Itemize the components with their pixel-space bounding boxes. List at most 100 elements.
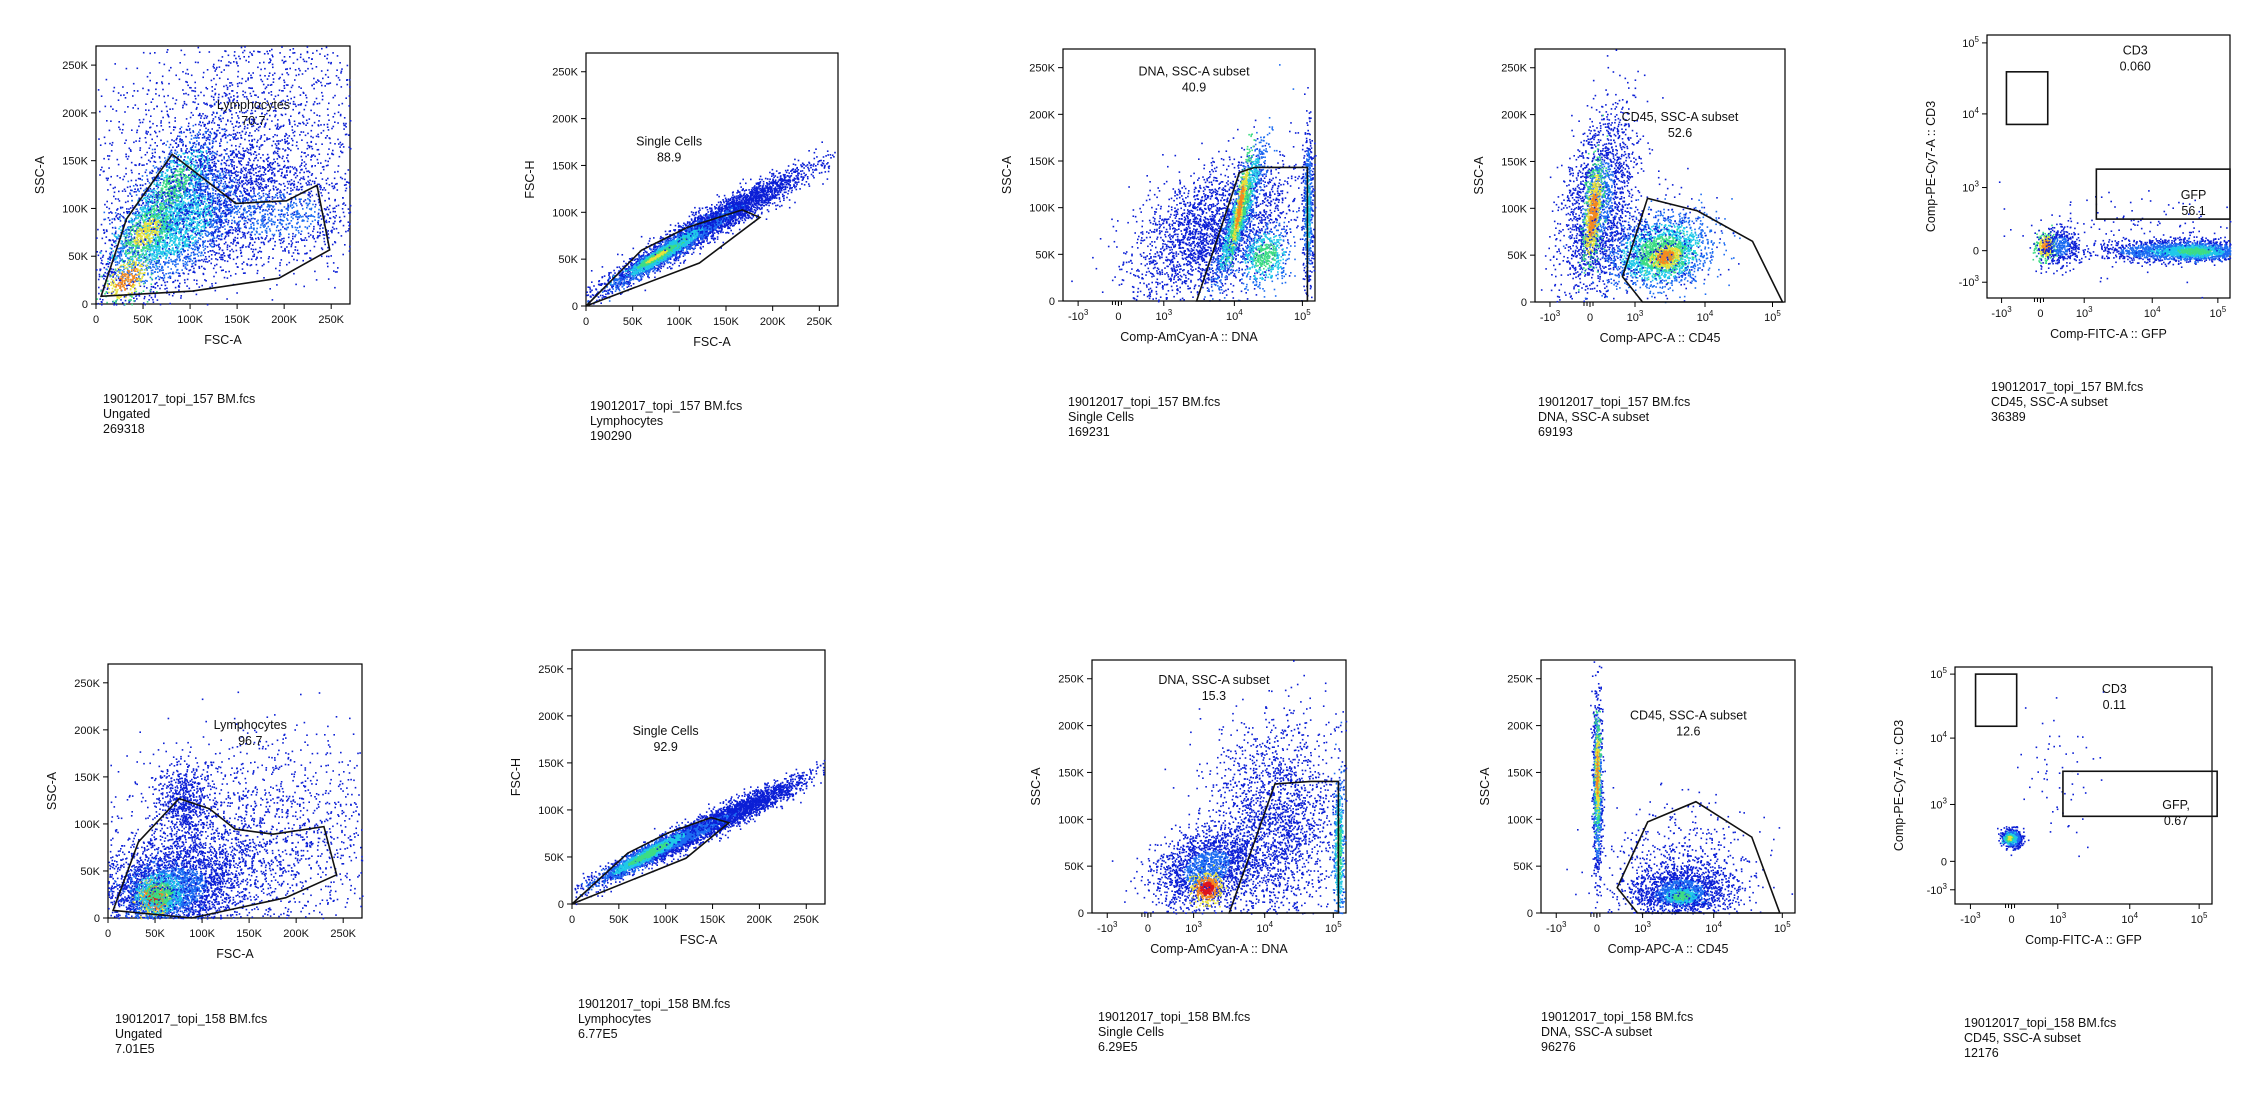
event-dot: [230, 226, 232, 228]
event-dot: [215, 272, 217, 274]
event-dot: [167, 266, 169, 268]
event-dot: [188, 225, 190, 227]
event-dot: [224, 171, 226, 173]
event-dot: [178, 226, 180, 228]
event-dot: [157, 271, 159, 273]
event-dot: [168, 260, 170, 262]
event-dot: [211, 224, 213, 226]
event-dot: [208, 233, 210, 235]
event-dot: [283, 161, 285, 163]
event-dot: [171, 261, 173, 263]
event-dot: [159, 288, 161, 290]
event-dot: [175, 261, 177, 263]
event-dot: [184, 241, 186, 243]
event-dot: [231, 166, 233, 168]
event-dot: [173, 242, 175, 244]
event-dot: [150, 188, 152, 190]
event-dot: [165, 250, 167, 252]
event-dot: [262, 265, 264, 267]
event-dot: [170, 252, 172, 254]
event-dot: [267, 161, 269, 163]
event-dot: [197, 253, 199, 255]
event-dot: [179, 273, 181, 275]
event-dot: [105, 243, 107, 245]
event-dot: [169, 272, 171, 274]
event-dot: [264, 180, 266, 182]
event-dot: [186, 223, 188, 225]
event-dot: [104, 212, 106, 214]
event-dot: [193, 221, 195, 223]
event-dot: [240, 250, 242, 252]
event-dot: [193, 196, 195, 198]
event-dot: [132, 247, 134, 249]
event-dot: [170, 167, 172, 169]
event-dot: [256, 164, 258, 166]
event-dot: [212, 198, 214, 200]
event-dot: [233, 181, 235, 183]
event-dot: [118, 252, 120, 254]
event-dot: [166, 203, 168, 205]
event-dot: [186, 239, 188, 241]
event-dot: [124, 247, 126, 249]
event-dot: [170, 276, 172, 278]
event-dot: [98, 293, 100, 295]
event-dot: [179, 213, 181, 215]
event-dot: [239, 208, 241, 210]
event-dot: [202, 172, 204, 174]
event-dot: [159, 270, 161, 272]
event-dot: [190, 218, 192, 220]
event-dot: [193, 164, 195, 166]
event-dot: [196, 208, 198, 210]
event-dot: [217, 259, 219, 261]
event-dot: [222, 257, 224, 259]
event-dot: [192, 191, 194, 193]
event-dot: [204, 268, 206, 270]
event-dot: [238, 122, 240, 124]
event-dot: [149, 261, 151, 263]
event-dot: [204, 198, 206, 200]
event-dot: [242, 180, 244, 182]
event-dot: [152, 257, 154, 259]
event-dot: [192, 194, 194, 196]
event-dot: [175, 239, 177, 241]
event-dot: [192, 229, 194, 231]
event-dot: [192, 218, 194, 220]
event-dot: [194, 244, 196, 246]
event-dot: [225, 235, 227, 237]
event-dot: [99, 274, 101, 276]
event-dot: [162, 174, 164, 176]
event-dot: [222, 186, 224, 188]
event-dot: [162, 269, 164, 271]
event-dot: [256, 146, 258, 148]
event-dot: [236, 224, 238, 226]
event-dot: [131, 195, 133, 197]
event-dot: [136, 298, 138, 300]
event-dot: [149, 251, 151, 253]
event-dot: [143, 302, 145, 304]
event-dot: [202, 236, 204, 238]
event-dot: [198, 266, 200, 268]
event-dot: [245, 92, 247, 94]
event-dot: [126, 208, 128, 210]
event-dot: [208, 210, 210, 212]
event-dot: [115, 216, 117, 218]
event-dot: [276, 140, 278, 142]
event-dot: [188, 230, 190, 232]
event-dot: [146, 287, 148, 289]
event-dot: [203, 261, 205, 263]
event-dot: [221, 177, 223, 179]
event-dot: [179, 242, 181, 244]
event-dot: [191, 221, 193, 223]
event-dot: [212, 142, 214, 144]
event-dot: [187, 195, 189, 197]
event-dot: [111, 251, 113, 253]
event-dot: [228, 191, 230, 193]
event-dot: [195, 236, 197, 238]
event-dot: [272, 198, 274, 200]
event-dot: [211, 258, 213, 260]
event-dot: [191, 135, 193, 137]
event-dot: [167, 281, 169, 283]
event-dot: [251, 248, 253, 250]
event-dot: [107, 288, 109, 290]
